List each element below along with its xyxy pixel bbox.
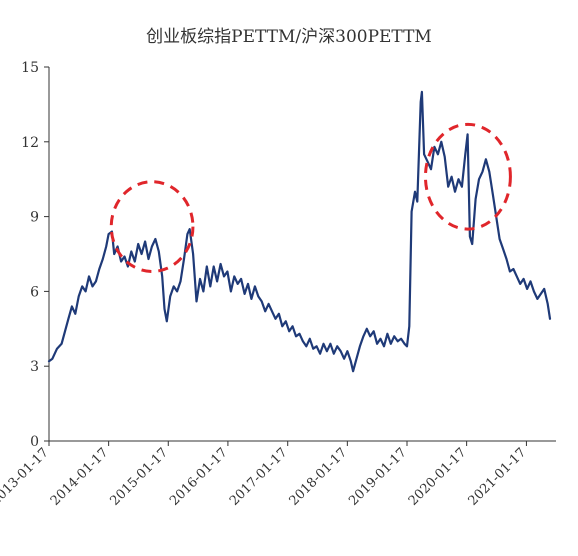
plot-area <box>47 90 552 373</box>
y-tick-label: 12 <box>21 135 39 151</box>
y-tick-label: 15 <box>21 60 39 76</box>
y-axis: 0 3 6 9 12 15 <box>21 60 50 450</box>
series-line <box>47 90 552 373</box>
x-axis: 2013-01-172014-01-172015-01-172016-01-17… <box>0 440 556 509</box>
x-tick-label: 2019-01-17 <box>346 445 410 509</box>
y-tick-label: 0 <box>30 434 39 450</box>
x-tick-label: 2018-01-17 <box>287 445 351 509</box>
x-tick-label: 2015-01-17 <box>107 445 171 509</box>
x-tick-label: 2013-01-17 <box>0 445 52 509</box>
x-tick-label: 2021-01-17 <box>466 445 530 509</box>
y-tick-label: 3 <box>30 359 39 375</box>
x-tick-label: 2020-01-17 <box>406 445 470 509</box>
chart-title: 创业板综指PETTM/沪深300PETTM <box>146 27 432 47</box>
x-tick-label: 2017-01-17 <box>227 445 291 509</box>
highlight-ellipse <box>109 180 195 273</box>
y-tick-label: 6 <box>30 284 39 300</box>
x-tick-label: 2014-01-17 <box>48 445 112 509</box>
y-tick-label: 9 <box>30 210 39 226</box>
highlight-ellipse <box>423 122 512 231</box>
x-tick-label: 2016-01-17 <box>167 445 231 509</box>
